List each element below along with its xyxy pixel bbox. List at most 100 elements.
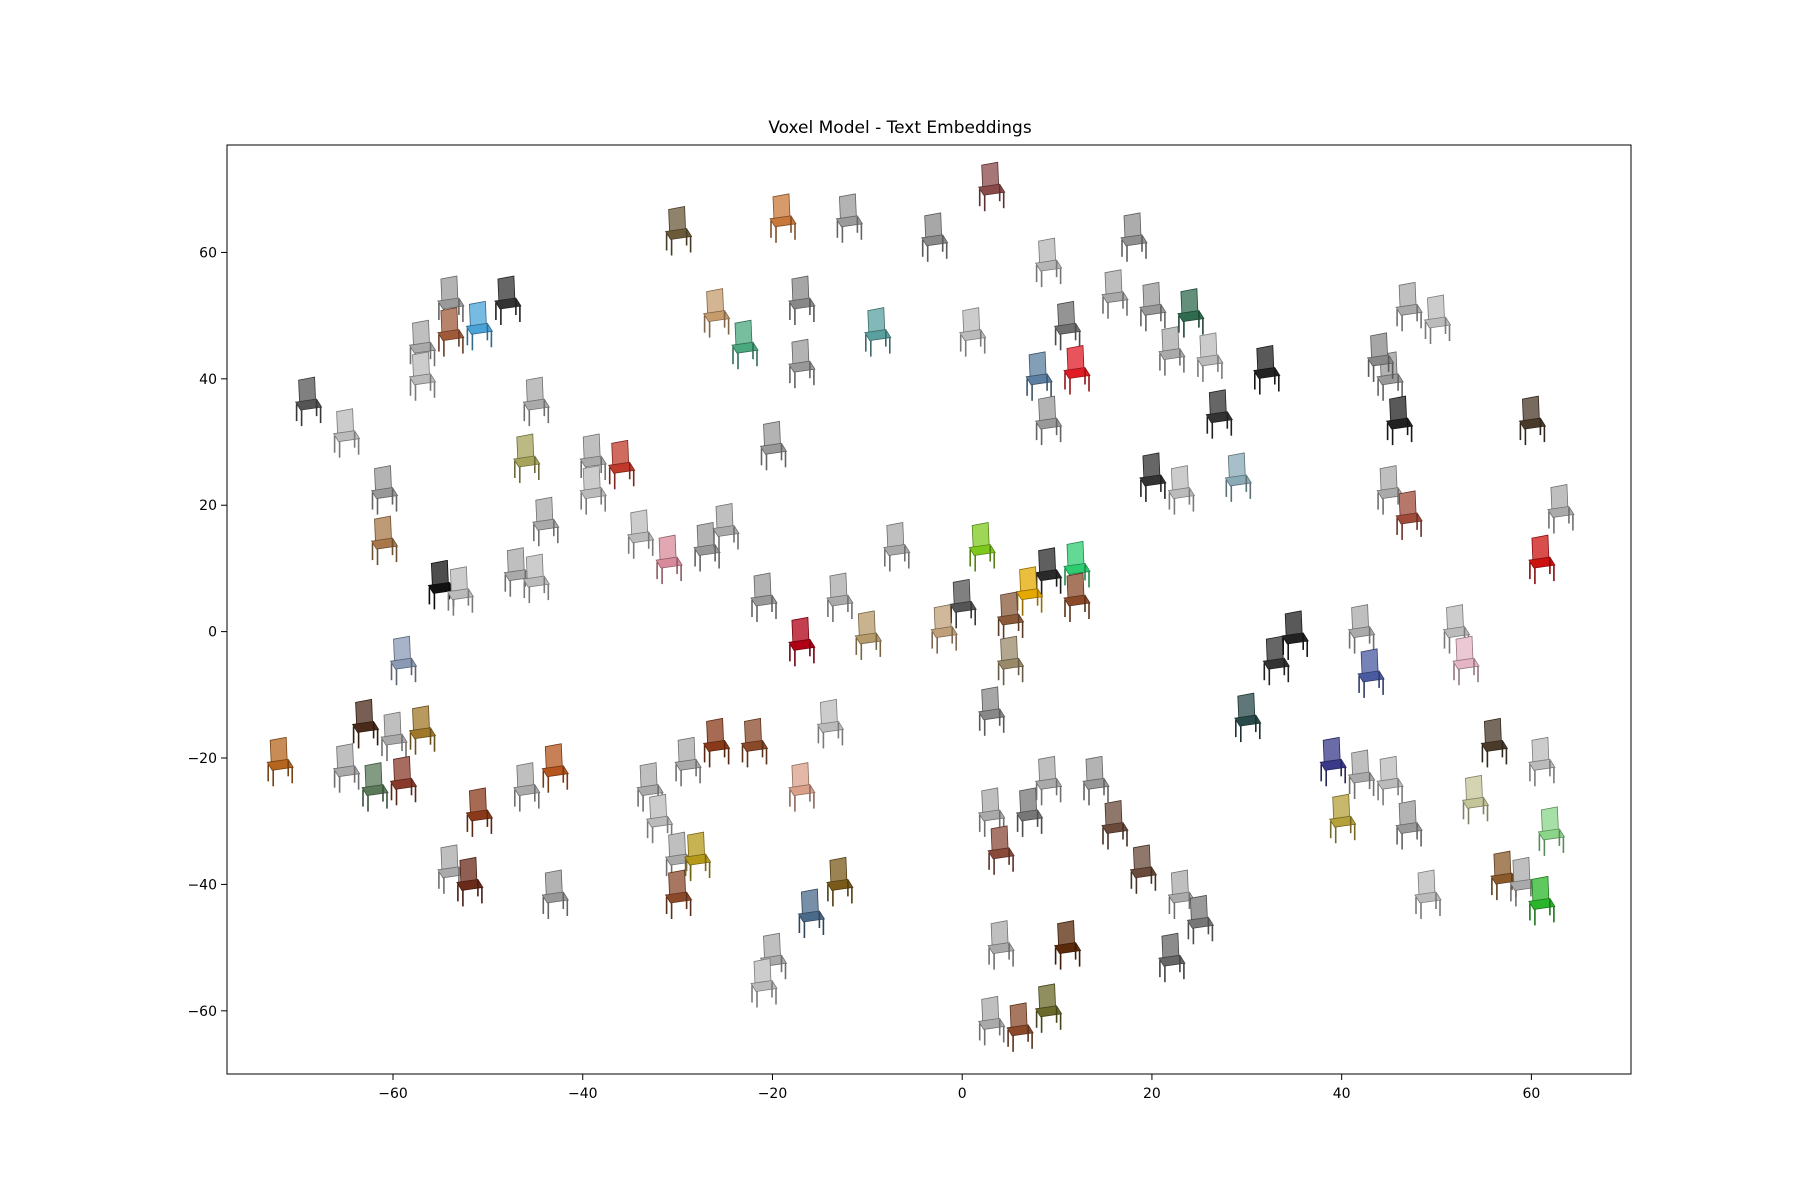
- x-tick-label: −20: [758, 1086, 788, 1102]
- chair-point: [1167, 465, 1196, 515]
- chair-point: [627, 509, 655, 559]
- chair-point: [1063, 345, 1091, 395]
- chair-point: [769, 193, 797, 243]
- chair-point: [883, 522, 911, 572]
- chair-point: [1319, 736, 1347, 787]
- chair-point: [361, 762, 389, 812]
- x-tick-label: 20: [1143, 1086, 1161, 1102]
- y-tick-label: −40: [187, 877, 217, 893]
- chair-point: [1139, 452, 1167, 502]
- chart-title: Voxel Model - Text Embeddings: [768, 118, 1032, 138]
- chair-point: [1129, 844, 1158, 894]
- chair-point: [1547, 484, 1575, 534]
- chair-point: [351, 698, 380, 749]
- chair-point: [1063, 540, 1091, 591]
- chair-point: [1186, 894, 1215, 945]
- chair-point: [987, 825, 1015, 875]
- x-axis: −60 −40 −20 0 20 40 60: [378, 1074, 1540, 1102]
- y-tick-label: 0: [208, 625, 217, 641]
- chair-point: [541, 743, 569, 793]
- chair-point: [1528, 534, 1556, 585]
- chair-point: [683, 831, 712, 882]
- chair-point: [1452, 635, 1480, 686]
- chair-point: [797, 888, 826, 938]
- chair-point: [370, 515, 399, 566]
- chair-point: [1158, 326, 1186, 376]
- chair-point: [522, 376, 550, 427]
- chair-point: [1376, 465, 1404, 515]
- chair-point: [532, 496, 560, 547]
- chair-point: [1329, 793, 1357, 844]
- chair-point: [949, 578, 977, 629]
- chair-point: [788, 275, 816, 325]
- chair-point: [456, 856, 484, 907]
- x-tick-label: 0: [958, 1086, 967, 1102]
- chair-point: [494, 275, 522, 325]
- y-axis: −60 −40 −20 0 20 40 60: [187, 245, 227, 1020]
- chair-point: [1196, 332, 1224, 382]
- x-tick-label: −40: [568, 1086, 598, 1102]
- chair-point: [1253, 345, 1281, 395]
- chair-point: [1158, 932, 1186, 983]
- chair-point: [1034, 237, 1063, 288]
- chair-point: [750, 958, 778, 1008]
- chair-point: [645, 793, 674, 844]
- chair-point: [1034, 395, 1063, 446]
- chair-point: [1015, 566, 1044, 616]
- chair-point: [1034, 983, 1063, 1033]
- chair-point: [1537, 806, 1566, 856]
- chair-point: [427, 559, 456, 610]
- chair-point: [1234, 692, 1262, 743]
- chair-point: [1385, 395, 1414, 446]
- chair-point: [1376, 755, 1404, 806]
- chair-point: [1518, 395, 1547, 446]
- x-tick-label: −60: [378, 1086, 408, 1102]
- chair-point: [740, 717, 769, 768]
- chair-point: [826, 856, 854, 907]
- chair-point: [664, 869, 693, 919]
- chair-point: [522, 553, 550, 604]
- chair-point: [788, 762, 816, 812]
- chair-point: [1414, 869, 1442, 919]
- chair-point: [408, 351, 437, 401]
- chair-point: [788, 616, 816, 667]
- chair-point: [996, 635, 1025, 686]
- chair-point: [408, 705, 437, 755]
- chair-point: [702, 288, 731, 338]
- chair-point: [1262, 635, 1290, 686]
- chair-point: [1395, 281, 1423, 332]
- chair-point: [1082, 755, 1110, 806]
- y-tick-label: −60: [187, 1004, 217, 1020]
- chair-point: [1357, 648, 1385, 698]
- chair-point: [370, 465, 399, 515]
- chair-point: [465, 787, 494, 837]
- chair-point: [1015, 787, 1044, 837]
- chair-point: [389, 635, 418, 686]
- chair-point: [608, 439, 636, 490]
- chair-point: [1395, 800, 1423, 850]
- chair-point: [968, 522, 996, 572]
- chair-point: [1528, 736, 1556, 787]
- chair-point: [332, 408, 361, 458]
- chair-point: [1053, 920, 1082, 970]
- chair-point: [854, 610, 882, 660]
- chair-point: [1395, 490, 1423, 540]
- chair-point: [1480, 717, 1509, 768]
- chair-point: [788, 338, 816, 389]
- chair-point: [1034, 547, 1063, 597]
- chair-point: [674, 736, 702, 787]
- chair-point: [294, 376, 323, 427]
- chair-point: [446, 566, 475, 616]
- chair-point: [826, 572, 854, 622]
- chair-point: [1461, 774, 1490, 825]
- chair-point: [541, 869, 569, 919]
- chair-point: [1167, 869, 1196, 919]
- chair-point: [1034, 755, 1063, 806]
- chair-point: [702, 717, 731, 768]
- chair-point: [816, 698, 845, 749]
- y-tick-label: 40: [199, 372, 217, 388]
- chair-point: [759, 420, 788, 471]
- y-tick-label: −20: [187, 751, 217, 767]
- chair-point: [731, 319, 759, 370]
